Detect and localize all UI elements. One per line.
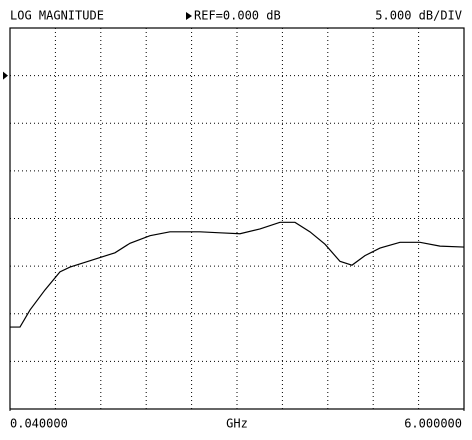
ref-label: REF=0.000 dB: [194, 9, 281, 23]
plot-frame: [9, 27, 465, 410]
x-tick-label: 6.000000: [404, 417, 462, 431]
scale-label: 5.000 dB/DIV: [375, 9, 462, 23]
x-axis-label: GHz: [226, 417, 248, 431]
chart-title: LOG MAGNITUDE: [10, 9, 104, 23]
trace: [10, 221, 465, 328]
ref-arrow: [186, 12, 192, 20]
x-tick-label: 0.040000: [10, 417, 68, 431]
ref-marker: [3, 71, 8, 80]
